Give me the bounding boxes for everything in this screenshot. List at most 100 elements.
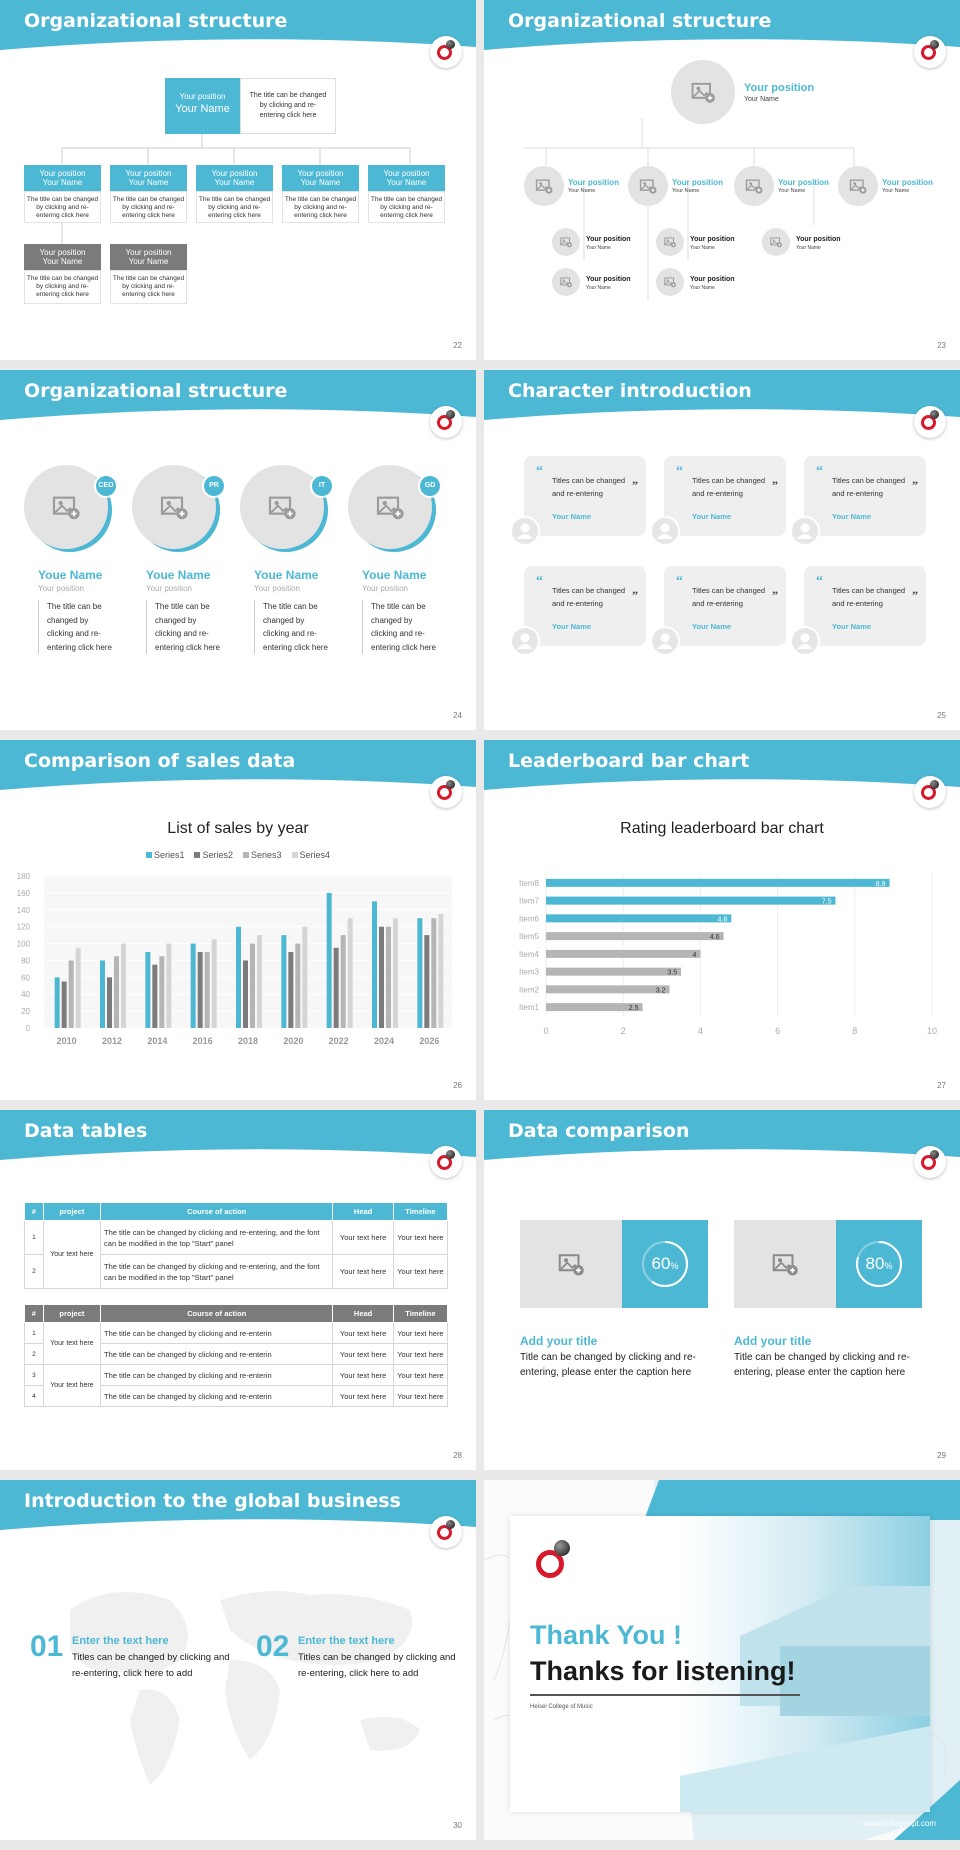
page-number: 30: [453, 1821, 462, 1830]
avatar: [734, 166, 774, 206]
position-label: Your position: [125, 169, 172, 178]
bar-series2-2022: [333, 947, 339, 1028]
college-logo: [914, 36, 946, 68]
person-name: Youe Name: [38, 568, 103, 582]
action-cell: The title can be changed by clicking and…: [100, 1343, 334, 1365]
x-tick-label: 6: [775, 1026, 780, 1036]
item-title: Enter the text here: [72, 1635, 169, 1647]
org-connectors: [524, 118, 855, 300]
item-desc: Title can be changed by clicking and re-…: [734, 1352, 910, 1378]
page-number: 28: [453, 1451, 462, 1460]
head-cell: Your text here: [332, 1343, 394, 1365]
x-tick-label: 2: [621, 1026, 626, 1036]
chart-title: Rating leaderboard bar chart: [620, 820, 824, 837]
bar-item7: [546, 896, 836, 905]
college-logo: [914, 776, 946, 808]
position-label: Your position: [211, 169, 258, 178]
project-cell: Your text here: [42, 1364, 102, 1407]
table-header-row: # project Course of action Head Timeline: [24, 1202, 449, 1221]
image-placeholder-icon: [132, 465, 216, 549]
x-tick-label: 2010: [57, 1036, 77, 1046]
quote-close-icon: ”: [772, 478, 778, 492]
progress-ring: [856, 1241, 902, 1287]
name-label: Your Name: [42, 257, 83, 266]
slide-global-business: Introduction to the global business 01 En…: [0, 1480, 476, 1840]
project-cell: Your text here: [42, 1322, 102, 1365]
table-row: 2 The title can be changed by clicking an…: [24, 1254, 449, 1289]
y-category-label: Item2: [519, 985, 540, 994]
person-name: Youe Name: [362, 568, 427, 582]
slide-header: Introduction to the global business: [0, 1480, 476, 1540]
legend-swatch: [145, 852, 152, 858]
bar-series2-2024: [379, 926, 384, 1028]
legend-item: Series4: [291, 850, 330, 860]
slide-title: Organizational structure: [24, 10, 288, 32]
name-label: Your Name: [300, 178, 341, 187]
character-card: “ ” Titles can be changed and re-entering Y…: [804, 566, 926, 646]
bar-series1-2024: [372, 901, 377, 1028]
x-tick-label: 8: [852, 1026, 857, 1036]
bar-series1-2026: [417, 918, 423, 1028]
position-desc: The title can be changed by clicking and…: [282, 191, 359, 223]
name-label: Your Name: [128, 257, 169, 266]
bar-value-label: 4.6: [710, 934, 720, 941]
person-position: Your position: [38, 584, 84, 593]
character-card: “ ” Titles can be changed and re-entering Y…: [664, 456, 786, 536]
bar-item6: [546, 914, 732, 923]
slide-header: Character introduction: [484, 370, 960, 430]
quote-open-icon: “: [536, 574, 543, 589]
image-placeholder-icon: [24, 465, 108, 549]
y-tick-label: 140: [17, 906, 31, 915]
position-label: Your position: [39, 169, 86, 178]
percent-number: 80: [865, 1254, 885, 1273]
slide-title: Organizational structure: [508, 10, 772, 32]
head-cell: Your text here: [332, 1364, 394, 1386]
y-tick-label: 180: [17, 872, 31, 881]
slide-header: Data comparison: [484, 1110, 960, 1170]
thanks-card: Thank You ! Thanks for listening! Heisei…: [510, 1516, 930, 1812]
quote-close-icon: ”: [632, 478, 638, 492]
page-number: 27: [937, 1081, 946, 1090]
org-connectors: [61, 134, 411, 245]
bar-series4-2018: [257, 935, 262, 1028]
position-label: Your position: [297, 169, 344, 178]
percent-panel: 80%: [836, 1220, 922, 1308]
slide-character-intro: Character introduction “ ” Titles can be c…: [484, 370, 960, 730]
slide-leaderboard: Leaderboard bar chart Rating leaderboard…: [484, 740, 960, 1100]
position-box: Your position Your Name: [110, 244, 187, 270]
row-number: 2: [24, 1254, 44, 1289]
position-label: Your position: [586, 276, 631, 283]
percent-number: 60: [651, 1254, 671, 1273]
timeline-cell: Your text here: [392, 1322, 449, 1344]
position-label: Your position: [383, 169, 430, 178]
position-desc: The title can be changed by clicking and…: [110, 270, 187, 304]
name-label: Your Name: [386, 178, 427, 187]
y-tick-label: 20: [21, 1007, 30, 1016]
person-desc: The title can be changed by clicking and…: [146, 600, 221, 654]
x-tick-label: 2018: [238, 1036, 258, 1046]
slide-org-structure-3: Organizational structure CEO Youe Name You…: [0, 370, 476, 730]
name-label: Your Name: [796, 245, 821, 251]
bar-series4-2020: [302, 926, 308, 1028]
legend-swatch: [291, 852, 298, 858]
name-label: Your Name: [214, 178, 255, 187]
action-cell: The title can be changed by clicking and…: [100, 1364, 334, 1386]
user-avatar-icon: [510, 626, 540, 656]
avatar: [838, 166, 878, 206]
item-title: Enter the text here: [298, 1635, 395, 1647]
y-tick-label: 60: [21, 973, 30, 982]
table-row: 3 Your text here The title can be changed …: [24, 1364, 449, 1407]
legend-label: Series1: [153, 850, 185, 860]
image-placeholder-icon: [628, 166, 668, 206]
bar-series3-2020: [295, 943, 301, 1028]
y-tick-label: 100: [17, 940, 31, 949]
image-placeholder-icon: [762, 228, 790, 256]
legend-label: Series2: [202, 850, 233, 860]
image-placeholder-icon: [524, 166, 564, 206]
x-tick-label: 2020: [283, 1036, 303, 1046]
table-row: 1 Your text here The title can be changed …: [24, 1220, 449, 1289]
name-label: Your Name: [690, 245, 715, 251]
slide-org-structure-2: Organizational structure Your position Y…: [484, 0, 960, 360]
head-cell: Your text here: [332, 1385, 394, 1407]
y-category-label: Item6: [519, 914, 540, 923]
